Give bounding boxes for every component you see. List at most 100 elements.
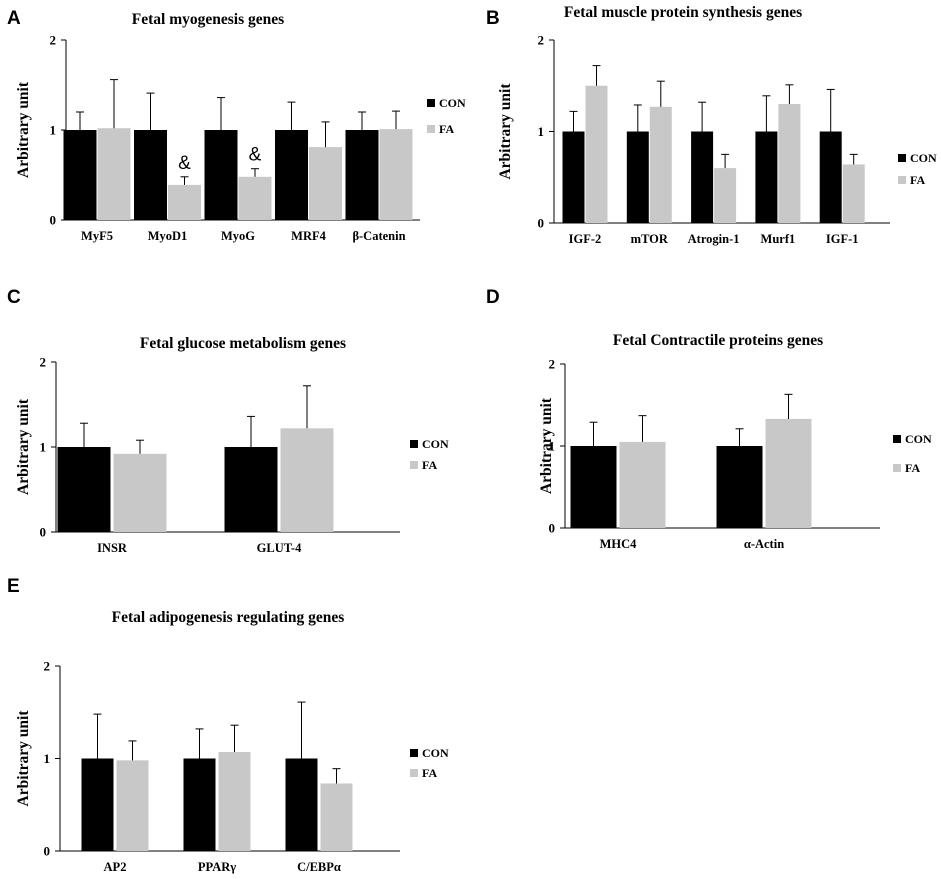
bar-fa-1 <box>168 184 201 220</box>
panel-letter: A <box>7 8 21 29</box>
legend-label-con: CON <box>905 432 932 446</box>
y-tick-label: 2 <box>40 355 47 370</box>
y-tick-label: 2 <box>538 33 545 48</box>
bar-con-2 <box>204 130 238 220</box>
x-tick-label: C/EBPα <box>297 860 341 874</box>
bar-fa-1 <box>280 428 334 532</box>
bar-fa-0 <box>619 441 666 528</box>
bar-fa-4 <box>379 129 413 220</box>
x-tick-label: MyoG <box>221 229 255 243</box>
x-tick-label: IGF-2 <box>569 232 602 246</box>
bar-fa-1 <box>218 752 251 851</box>
x-tick-label: Murf1 <box>761 232 796 246</box>
panel-letter: B <box>486 8 500 29</box>
y-axis-label: Arbitrary unit <box>497 83 514 180</box>
bar-fa-0 <box>585 85 608 223</box>
x-tick-label: AP2 <box>104 860 127 874</box>
x-tick-label: MHC4 <box>600 537 638 551</box>
bar-con-0 <box>63 130 97 220</box>
bar-con-2 <box>691 131 714 223</box>
legend-label-con: CON <box>439 96 466 110</box>
panel-e: E Fetal adipogenesis regulating genes Arbi… <box>7 576 449 874</box>
bar-con-0 <box>562 131 585 223</box>
legend-swatch-fa <box>893 464 901 472</box>
legend-swatch-con <box>898 154 906 162</box>
bar-con-1 <box>716 446 763 528</box>
bar-fa-0 <box>113 453 167 532</box>
y-tick-label: 1 <box>44 751 51 766</box>
bar-con-2 <box>285 758 318 851</box>
legend-swatch-con <box>410 440 418 448</box>
bar-fa-0 <box>116 760 149 851</box>
legend-label-con: CON <box>910 151 937 165</box>
chart-title: Fetal myogenesis genes <box>132 11 284 28</box>
legend-label-fa: FA <box>422 766 437 780</box>
y-tick-label: 0 <box>538 216 545 231</box>
y-axis-label: Arbitrary unit <box>15 81 32 178</box>
bar-con-0 <box>57 447 111 532</box>
x-tick-label: IGF-1 <box>826 232 859 246</box>
chart-title: Fetal glucose metabolism genes <box>140 335 346 352</box>
bar-con-0 <box>570 446 617 528</box>
legend-swatch-fa <box>898 176 906 184</box>
y-axis-label: Arbitrary unit <box>15 398 32 495</box>
panel-letter: E <box>7 576 20 597</box>
legend-swatch-con <box>427 99 435 107</box>
x-tick-label: β-Catenin <box>352 229 405 243</box>
significance-mark: & <box>249 145 262 166</box>
bar-con-4 <box>819 131 842 223</box>
panel-letter: C <box>7 287 21 308</box>
y-tick-label: 0 <box>44 844 51 859</box>
legend-label-fa: FA <box>439 122 454 136</box>
bar-fa-1 <box>649 106 672 223</box>
y-axis-label: Arbitrary unit <box>538 397 555 494</box>
y-tick-label: 0 <box>549 521 556 536</box>
y-tick-label: 1 <box>40 440 47 455</box>
y-tick-label: 1 <box>549 439 556 454</box>
bar-fa-4 <box>842 164 865 223</box>
x-tick-label: MyF5 <box>81 229 113 243</box>
bar-con-1 <box>224 447 278 532</box>
x-tick-label: PPARγ <box>198 860 236 874</box>
bar-con-1 <box>626 131 649 223</box>
y-tick-label: 2 <box>50 33 57 48</box>
x-tick-label: MyoD1 <box>148 229 188 243</box>
x-tick-label: mTOR <box>631 232 669 246</box>
x-tick-label: INSR <box>97 541 128 555</box>
y-tick-label: 0 <box>50 213 57 228</box>
legend-swatch-fa <box>427 125 435 133</box>
bar-fa-3 <box>309 147 342 220</box>
bar-con-3 <box>755 131 778 223</box>
legend-label-fa: FA <box>910 173 925 187</box>
panel-d: D Fetal Contractile proteins genes Arbitra… <box>486 287 932 551</box>
legend-swatch-con <box>893 435 901 443</box>
x-tick-label: Atrogin-1 <box>688 232 740 246</box>
y-tick-label: 1 <box>538 124 545 139</box>
chart-title: Fetal adipogenesis regulating genes <box>112 609 345 626</box>
panel-c: C Fetal glucose metabolism genes Arbitrary… <box>7 287 449 555</box>
bar-fa-1 <box>765 418 812 528</box>
bar-fa-2 <box>238 176 272 220</box>
bar-con-4 <box>345 130 379 220</box>
y-tick-label: 2 <box>44 659 51 674</box>
chart-title: Fetal Contractile proteins genes <box>613 332 823 349</box>
bar-fa-0 <box>97 128 131 220</box>
legend-swatch-fa <box>410 769 418 777</box>
legend-label-fa: FA <box>905 461 920 475</box>
bar-fa-3 <box>778 104 801 223</box>
x-tick-label: GLUT-4 <box>257 541 302 555</box>
legend-swatch-fa <box>410 461 418 469</box>
legend-label-fa: FA <box>422 458 437 472</box>
bar-con-0 <box>81 758 114 851</box>
y-axis-label: Arbitrary unit <box>15 710 32 807</box>
bar-con-3 <box>275 130 308 220</box>
legend-label-con: CON <box>422 746 449 760</box>
y-tick-label: 2 <box>549 357 556 372</box>
panel-letter: D <box>486 287 500 308</box>
legend-label-con: CON <box>422 437 449 451</box>
y-tick-label: 1 <box>50 123 57 138</box>
panel-b: B Fetal muscle protein synthesis genes Arb… <box>486 4 937 246</box>
bar-fa-2 <box>714 168 737 223</box>
legend-swatch-con <box>410 749 418 757</box>
